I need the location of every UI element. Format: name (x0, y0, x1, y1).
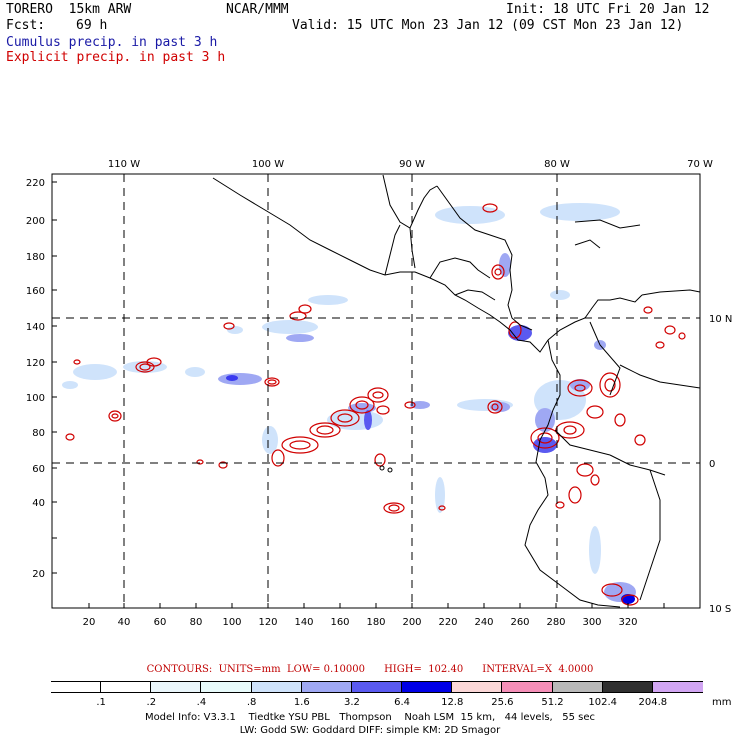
x-tick: 20 (83, 617, 96, 628)
colorbar-level-label: .4 (196, 697, 207, 708)
colorbar-cell (301, 682, 352, 692)
explicit-legend: Explicit precip. in past 3 h (6, 50, 226, 65)
x-tick: 100 (222, 617, 241, 628)
colorbar-level-label: 25.6 (491, 697, 514, 708)
x-tick: 320 (618, 617, 637, 628)
x-tick: 180 (366, 617, 385, 628)
lon-label-70w: 70 W (687, 159, 713, 170)
lon-label-90w: 90 W (399, 159, 425, 170)
valid-time: Valid: 15 UTC Mon 23 Jan 12 (09 CST Mon … (292, 18, 684, 33)
y-tick: 220 (26, 178, 45, 189)
explicit-precip-contours (65, 203, 686, 606)
colorbar-level-label: 102.4 (588, 697, 618, 708)
colorbar-level-label: .2 (146, 697, 157, 708)
colorbar-level-label: 3.2 (343, 697, 360, 708)
y-tick: 160 (26, 286, 45, 297)
colorbar-level-label: 51.2 (541, 697, 564, 708)
colorbar-cell (602, 682, 653, 692)
colorbar-cell (51, 682, 102, 692)
colorbar-cell (652, 682, 703, 692)
organization: NCAR/MMM (226, 2, 289, 17)
x-tick: 220 (438, 617, 457, 628)
x-tick: 260 (510, 617, 529, 628)
lon-label-100w: 100 W (252, 159, 284, 170)
colorbar-cell (251, 682, 302, 692)
colorbar-level-label: 6.4 (394, 697, 411, 708)
cumulus-precip-shading (62, 203, 636, 604)
y-tick: 140 (26, 322, 45, 333)
x-tick: 60 (154, 617, 167, 628)
colorbar-level-label: 12.8 (441, 697, 464, 708)
coastlines (212, 174, 701, 608)
model-name: TORERO 15km ARW (6, 2, 132, 17)
colorbar-level-label: 1.6 (293, 697, 310, 708)
colorbar-cell (101, 682, 152, 692)
colorbar-cell (452, 682, 503, 692)
graticule (52, 174, 700, 608)
y-tick: 120 (26, 358, 45, 369)
y-tick: 80 (32, 428, 45, 439)
lon-label-110w: 110 W (108, 159, 140, 170)
colorbar-cell (402, 682, 453, 692)
y-tick: 100 (26, 393, 45, 404)
colorbar-cell (151, 682, 202, 692)
y-tick: 200 (26, 216, 45, 227)
x-tick: 80 (190, 617, 203, 628)
model-info-line1: Model Info: V3.3.1 Tiedtke YSU PBL Thomp… (144, 712, 596, 723)
x-tick: 120 (258, 617, 277, 628)
colorbar-cell (552, 682, 603, 692)
colorbar-cell (201, 682, 252, 692)
y-tick: 180 (26, 252, 45, 263)
lat-label-10s: 10 S (709, 604, 731, 615)
y-tick: 40 (32, 498, 45, 509)
x-tick: 160 (330, 617, 349, 628)
x-tick: 140 (294, 617, 313, 628)
lon-label-80w: 80 W (544, 159, 570, 170)
colorbar-level-label: .8 (246, 697, 257, 708)
colorbar-units: mm (712, 697, 732, 708)
cumulus-legend: Cumulus precip. in past 3 h (6, 35, 218, 50)
colorbar-level-label: 204.8 (638, 697, 668, 708)
y-tick: 60 (32, 464, 45, 475)
lat-label-10n: 10 N (709, 314, 732, 325)
init-time: Init: 18 UTC Fri 20 Jan 12 (506, 2, 710, 17)
model-info-line2: LW: Godd SW: Goddard DIFF: simple KM: 2D… (239, 725, 501, 736)
x-tick: 200 (402, 617, 421, 628)
map-frame (51, 173, 701, 609)
colorbar-cell (351, 682, 403, 692)
x-tick: 240 (474, 617, 493, 628)
x-tick: 40 (118, 617, 131, 628)
forecast-hour: 69 h (76, 18, 108, 33)
colorbar-cell (502, 682, 553, 692)
lat-label-0: 0 (709, 459, 715, 470)
contour-info: CONTOURS: UNITS=mm LOW= 0.10000 HIGH= 10… (146, 664, 594, 675)
colorbar-level-label: .1 (96, 697, 106, 708)
x-tick: 300 (582, 617, 601, 628)
forecast-label: Fcst: (6, 18, 46, 33)
y-tick: 20 (32, 569, 45, 580)
colorbar (51, 681, 703, 693)
x-tick: 280 (546, 617, 565, 628)
